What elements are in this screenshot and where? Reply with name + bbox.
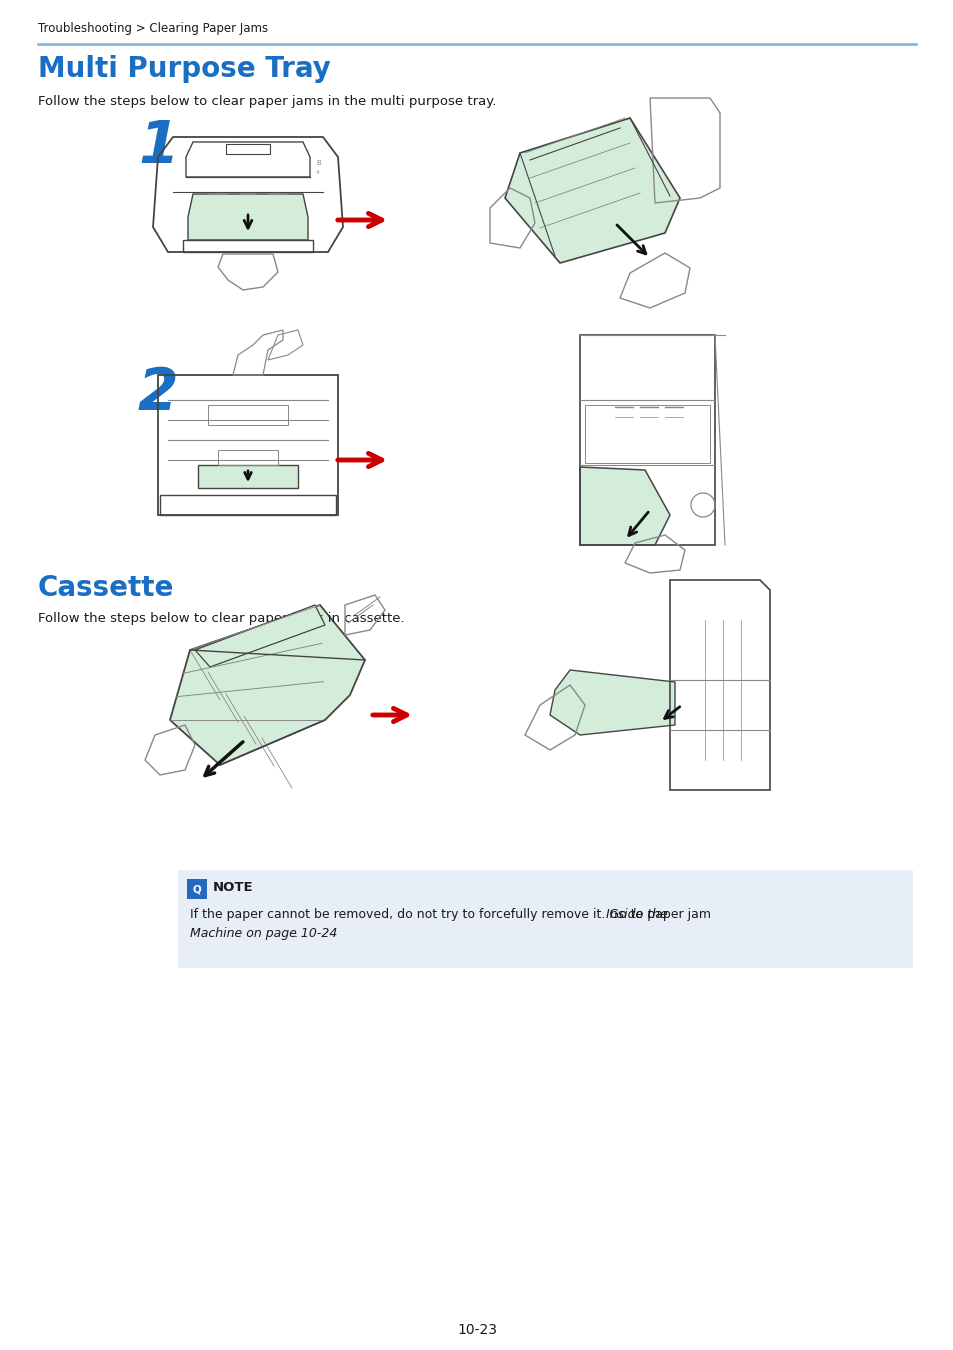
Text: .: . bbox=[294, 927, 297, 940]
Text: 4: 4 bbox=[315, 170, 319, 176]
Polygon shape bbox=[550, 670, 675, 734]
Text: If the paper cannot be removed, do not try to forcefully remove it. Go to paper : If the paper cannot be removed, do not t… bbox=[190, 909, 714, 921]
Text: 1: 1 bbox=[138, 117, 178, 176]
Polygon shape bbox=[504, 117, 679, 263]
Polygon shape bbox=[198, 464, 297, 487]
Polygon shape bbox=[188, 194, 308, 240]
Text: Cassette: Cassette bbox=[38, 574, 174, 602]
Text: B: B bbox=[315, 161, 320, 166]
Text: NOTE: NOTE bbox=[213, 882, 253, 894]
Text: Q: Q bbox=[193, 884, 201, 894]
FancyBboxPatch shape bbox=[178, 869, 912, 968]
Polygon shape bbox=[579, 467, 669, 545]
Polygon shape bbox=[194, 605, 325, 667]
FancyBboxPatch shape bbox=[187, 879, 207, 899]
Text: Follow the steps below to clear paper jams in cassette.: Follow the steps below to clear paper ja… bbox=[38, 612, 404, 625]
Text: Follow the steps below to clear paper jams in the multi purpose tray.: Follow the steps below to clear paper ja… bbox=[38, 95, 496, 108]
Text: Machine on page 10-24: Machine on page 10-24 bbox=[190, 927, 337, 940]
Text: 10-23: 10-23 bbox=[456, 1323, 497, 1336]
Text: Multi Purpose Tray: Multi Purpose Tray bbox=[38, 55, 331, 82]
Text: Troubleshooting > Clearing Paper Jams: Troubleshooting > Clearing Paper Jams bbox=[38, 22, 268, 35]
Text: 2: 2 bbox=[138, 364, 178, 423]
Text: Inside the: Inside the bbox=[605, 909, 667, 921]
Polygon shape bbox=[170, 605, 365, 765]
